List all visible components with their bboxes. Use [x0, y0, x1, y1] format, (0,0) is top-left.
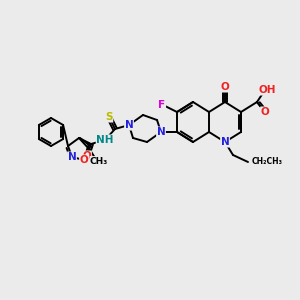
Text: N: N: [124, 120, 134, 130]
Text: O: O: [80, 155, 88, 165]
Text: O: O: [261, 107, 269, 117]
Text: CH₃: CH₃: [90, 157, 108, 166]
Text: OH: OH: [258, 85, 276, 95]
Text: O: O: [82, 151, 91, 161]
Text: CH₂CH₃: CH₂CH₃: [252, 158, 283, 166]
Text: F: F: [158, 100, 166, 110]
Text: NH: NH: [96, 135, 114, 145]
Text: N: N: [157, 127, 165, 137]
Text: S: S: [105, 112, 113, 122]
Text: O: O: [220, 82, 230, 92]
Text: N: N: [68, 152, 76, 162]
Text: N: N: [220, 137, 230, 147]
